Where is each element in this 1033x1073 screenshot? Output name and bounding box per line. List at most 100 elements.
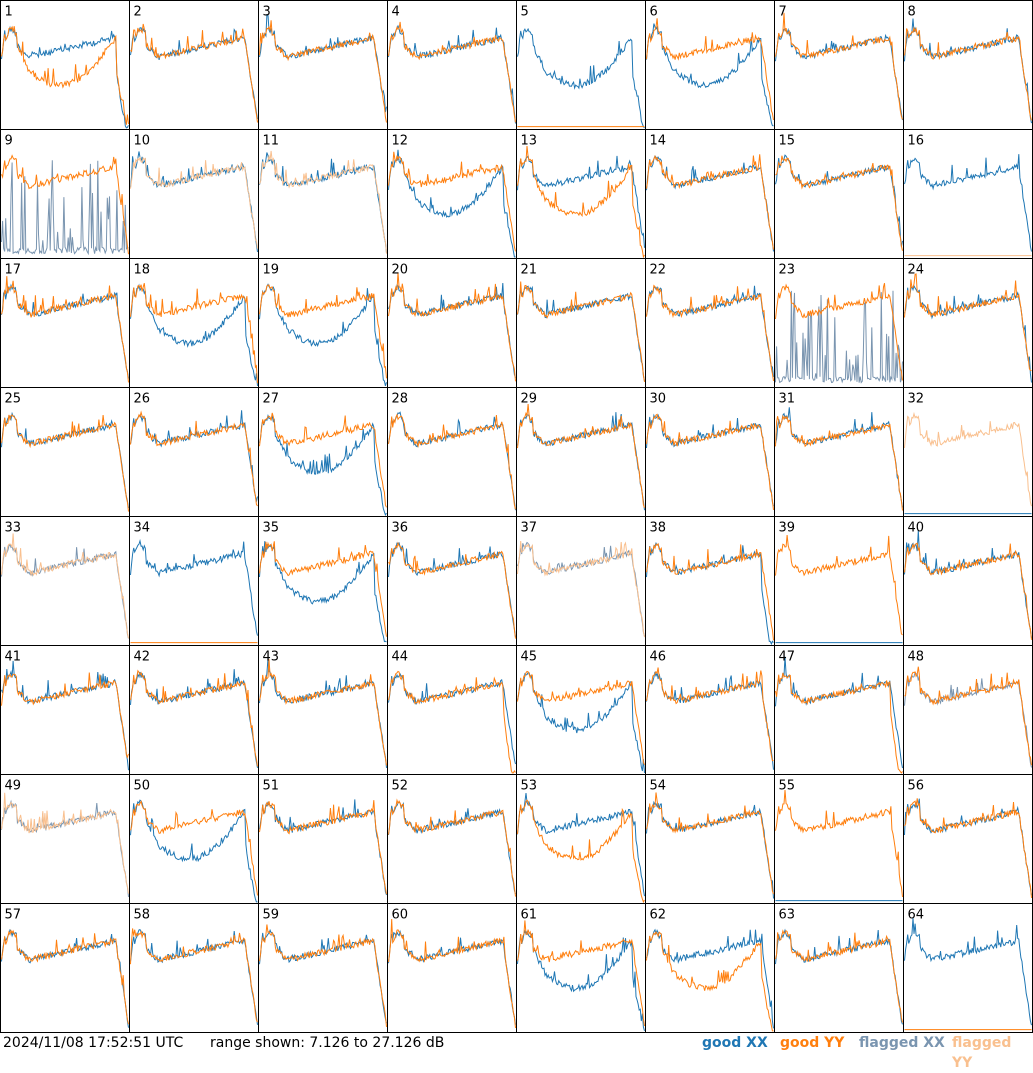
series-yy	[775, 672, 903, 774]
series-yy	[904, 798, 1032, 898]
series-xx	[775, 290, 903, 384]
series-yy	[646, 792, 774, 895]
panel-30: 30	[645, 387, 775, 517]
panel-frame	[129, 0, 259, 130]
series-yy	[388, 541, 516, 639]
panel-frame	[387, 645, 517, 775]
series-yy	[388, 413, 516, 510]
series-yy	[904, 411, 1032, 507]
panel-label: 27	[263, 392, 280, 407]
footer-bar: 2024/11/08 17:52:51 UTC range shown: 7.1…	[0, 1033, 1033, 1071]
series-yy	[259, 800, 387, 895]
panel-label: 23	[779, 263, 796, 278]
panel-label: 5	[521, 5, 529, 20]
panel-frame	[645, 387, 775, 517]
panel-9: 9	[0, 129, 130, 259]
panel-63: 63	[774, 903, 904, 1033]
panel-36: 36	[387, 516, 517, 646]
panel-label: 50	[134, 779, 151, 794]
series-xx	[904, 798, 1032, 896]
series-yy	[775, 929, 903, 1023]
series-yy	[388, 798, 516, 897]
panel-frame	[387, 516, 517, 646]
series-yy	[517, 540, 645, 638]
panel-frame	[774, 387, 904, 517]
panel-27: 27	[258, 387, 388, 517]
panel-frame	[258, 0, 388, 130]
series-xx	[904, 284, 1032, 383]
series-xx	[517, 672, 645, 773]
panel-label: 32	[908, 392, 925, 407]
panel-44: 44	[387, 645, 517, 775]
panel-label: 54	[650, 779, 667, 794]
panel-24: 24	[903, 258, 1033, 388]
panel-label: 35	[263, 521, 280, 536]
panel-label: 46	[650, 650, 667, 665]
series-xx	[904, 154, 1032, 252]
series-yy	[517, 799, 645, 904]
series-xx	[259, 658, 387, 768]
panel-20: 20	[387, 258, 517, 388]
panel-46: 46	[645, 645, 775, 775]
panel-label: 38	[650, 521, 667, 536]
panel-label: 47	[779, 650, 796, 665]
panel-frame	[0, 258, 130, 388]
panel-label: 57	[5, 908, 22, 923]
series-yy	[388, 21, 516, 123]
series-xx	[259, 283, 387, 387]
series-yy	[517, 281, 645, 382]
panel-label: 14	[650, 134, 667, 149]
series-xx	[130, 538, 258, 636]
panel-frame	[129, 645, 259, 775]
panel-label: 59	[263, 908, 280, 923]
panel-38: 38	[645, 516, 775, 646]
legend-good-xx: good XX	[702, 1035, 768, 1051]
series-xx	[904, 917, 1032, 1026]
panel-4: 4	[387, 0, 517, 130]
panel-label: 4	[392, 5, 400, 20]
series-yy	[130, 23, 258, 123]
panel-26: 26	[129, 387, 259, 517]
series-yy	[388, 918, 516, 1029]
panel-label: 55	[779, 779, 796, 794]
series-xx	[517, 929, 645, 1032]
series-yy	[1, 533, 129, 639]
panel-17: 17	[0, 258, 130, 388]
series-yy	[646, 542, 774, 641]
panel-label: 17	[5, 263, 22, 278]
panel-56: 56	[903, 774, 1033, 904]
panel-label: 61	[521, 908, 538, 923]
panel-25: 25	[0, 387, 130, 517]
panel-frame	[774, 903, 904, 1033]
panel-3: 3	[258, 0, 388, 130]
series-yy	[1, 154, 129, 255]
panel-frame	[645, 903, 775, 1033]
panel-frame	[516, 516, 646, 646]
series-yy	[130, 410, 258, 507]
series-yy	[904, 542, 1032, 640]
panel-5: 5	[516, 0, 646, 130]
panel-frame	[516, 129, 646, 259]
series-yy	[1, 929, 129, 1025]
panel-frame	[516, 0, 646, 130]
panel-label: 15	[779, 134, 796, 149]
panel-label: 33	[5, 521, 22, 536]
series-xx	[1, 160, 129, 256]
panel-47: 47	[774, 645, 904, 775]
series-yy	[1, 414, 129, 512]
panel-label: 20	[392, 263, 409, 278]
series-xx	[517, 27, 645, 129]
panel-48: 48	[903, 645, 1033, 775]
panel-label: 31	[779, 392, 796, 407]
panel-64: 64	[903, 903, 1033, 1033]
panel-frame	[0, 774, 130, 904]
panel-frame	[903, 774, 1033, 904]
panel-60: 60	[387, 903, 517, 1033]
panel-14: 14	[645, 129, 775, 259]
panel-58: 58	[129, 903, 259, 1033]
series-yy	[259, 150, 387, 254]
series-xx	[388, 542, 516, 638]
series-yy	[517, 670, 645, 765]
panel-label: 53	[521, 779, 538, 794]
